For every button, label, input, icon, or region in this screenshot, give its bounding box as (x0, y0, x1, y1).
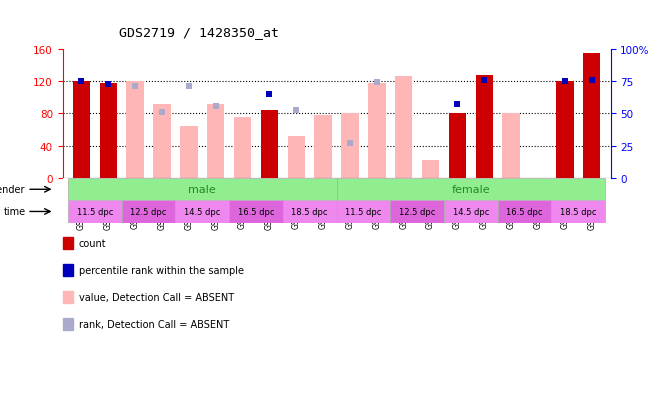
Bar (288, 137, 305, 179)
Bar (422, 161, 440, 179)
Bar (476, 76, 493, 179)
Point (183, 84, 194, 90)
Bar (261, 111, 279, 179)
Point (372, 80, 382, 86)
Point (264, 91, 275, 98)
Point (291, 107, 302, 114)
Bar (551, 201, 605, 223)
Bar (337, 179, 605, 201)
Text: 18.5 dpc: 18.5 dpc (292, 207, 328, 216)
Text: count: count (79, 239, 106, 249)
Bar (180, 126, 197, 179)
Text: 16.5 dpc: 16.5 dpc (506, 207, 543, 216)
Bar (229, 201, 283, 223)
Text: 16.5 dpc: 16.5 dpc (238, 207, 275, 216)
Bar (153, 104, 171, 179)
Text: 18.5 dpc: 18.5 dpc (560, 207, 597, 216)
Text: male: male (189, 185, 216, 195)
Point (345, 140, 355, 147)
Text: percentile rank within the sample: percentile rank within the sample (79, 266, 244, 275)
Point (76, 78, 86, 85)
Bar (502, 114, 520, 179)
Text: gender: gender (0, 185, 26, 195)
Bar (122, 201, 176, 223)
Point (479, 77, 490, 84)
Bar (73, 82, 90, 179)
Text: 12.5 dpc: 12.5 dpc (131, 207, 167, 216)
Text: 11.5 dpc: 11.5 dpc (345, 207, 381, 216)
Bar (314, 116, 332, 179)
Bar (100, 84, 117, 179)
Text: time: time (3, 207, 26, 217)
Text: female: female (451, 185, 490, 195)
Bar (176, 201, 229, 223)
Point (130, 84, 141, 90)
Text: 14.5 dpc: 14.5 dpc (453, 207, 489, 216)
Bar (283, 201, 337, 223)
Bar (127, 82, 144, 179)
Text: 12.5 dpc: 12.5 dpc (399, 207, 436, 216)
Point (157, 109, 168, 116)
Bar (444, 201, 498, 223)
Point (103, 81, 114, 88)
Bar (390, 201, 444, 223)
Bar (68, 179, 337, 201)
Point (587, 77, 597, 84)
Bar (68, 201, 122, 223)
Bar (234, 117, 251, 179)
Text: 14.5 dpc: 14.5 dpc (184, 207, 220, 216)
Bar (498, 201, 551, 223)
Bar (207, 104, 224, 179)
Text: value, Detection Call = ABSENT: value, Detection Call = ABSENT (79, 292, 234, 302)
Point (452, 102, 463, 108)
Bar (583, 54, 601, 179)
Text: GDS2719 / 1428350_at: GDS2719 / 1428350_at (119, 26, 279, 39)
Bar (449, 114, 466, 179)
Text: rank, Detection Call = ABSENT: rank, Detection Call = ABSENT (79, 319, 229, 329)
Point (560, 78, 570, 85)
Bar (368, 83, 385, 179)
Bar (337, 201, 390, 223)
Bar (395, 77, 412, 179)
Text: 11.5 dpc: 11.5 dpc (77, 207, 113, 216)
Bar (341, 114, 359, 179)
Point (211, 103, 221, 110)
Bar (556, 82, 574, 179)
